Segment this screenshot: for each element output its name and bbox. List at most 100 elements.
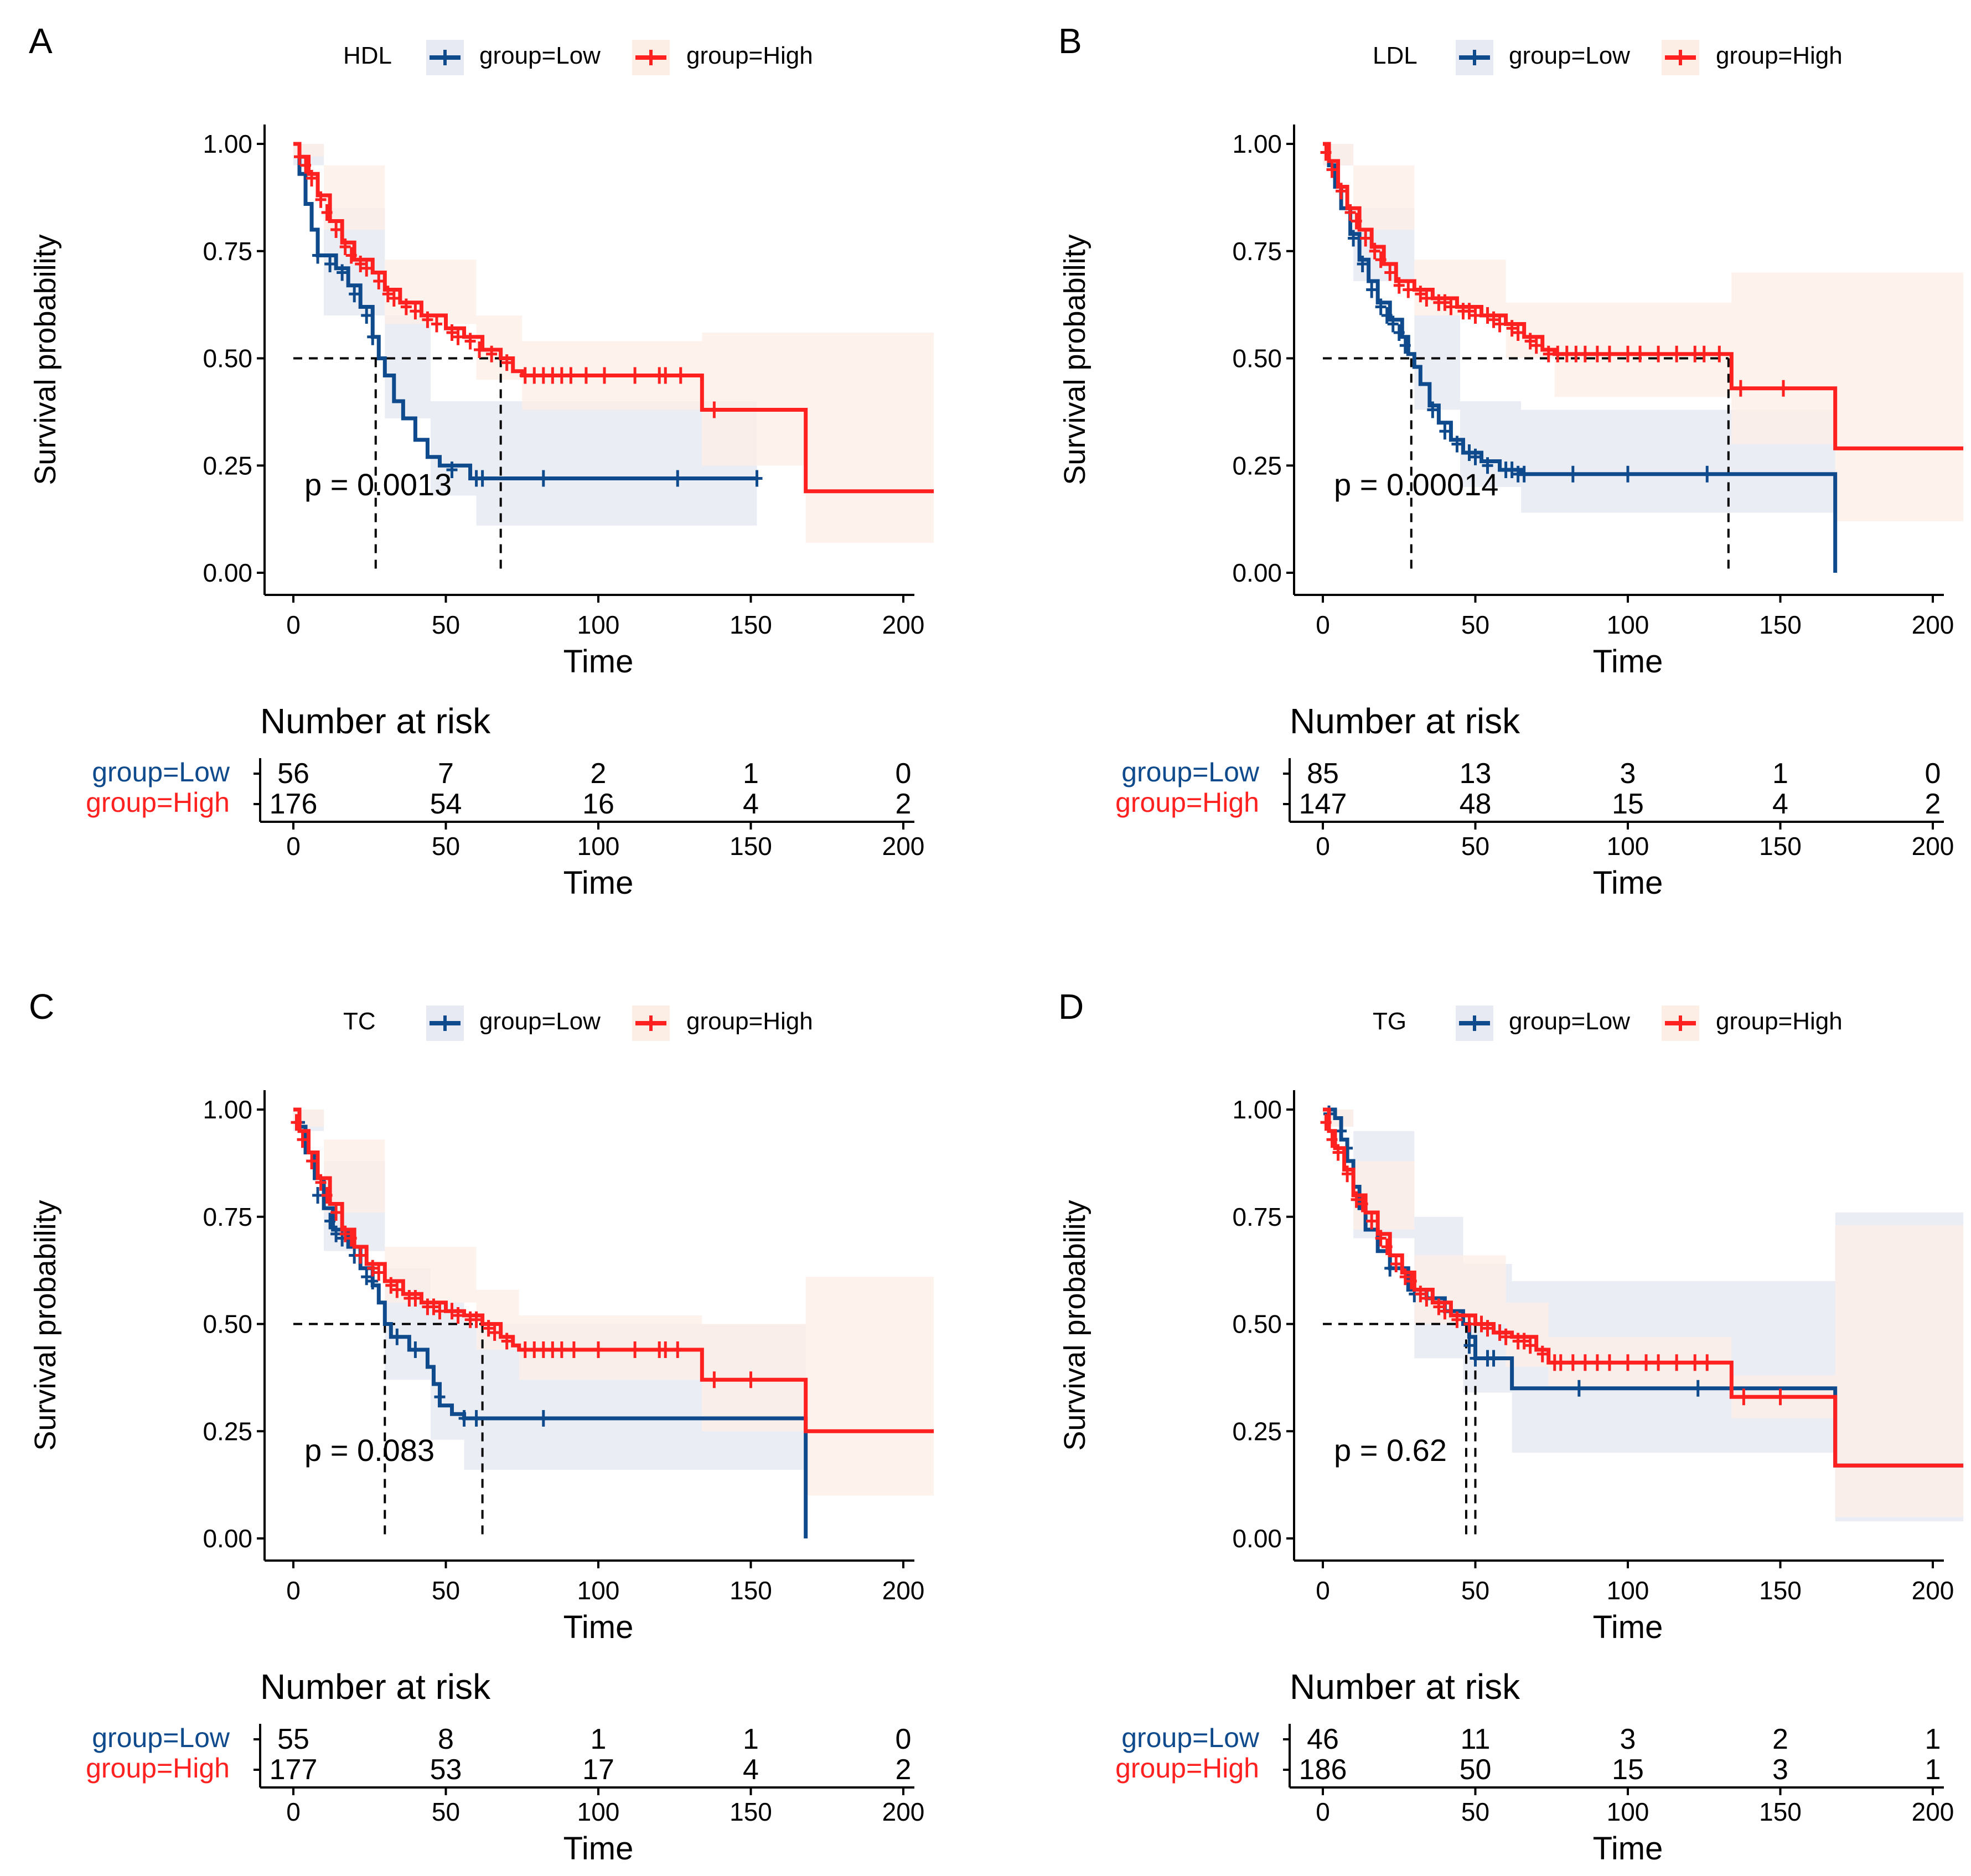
x-tick-label: 50 <box>1461 1576 1489 1605</box>
risk-x-tick-label: 0 <box>286 832 301 861</box>
risk-x-tick-label: 0 <box>1316 832 1330 861</box>
risk-x-tick-label: 50 <box>432 832 460 861</box>
risk-count-low: 8 <box>438 1723 454 1755</box>
risk-x-tick-label: 150 <box>1759 1797 1802 1826</box>
risk-count-high: 17 <box>582 1754 614 1786</box>
risk-count-low: 1 <box>743 1723 759 1755</box>
x-tick-label: 150 <box>730 1576 772 1605</box>
risk-count-high: 2 <box>896 1754 912 1786</box>
risk-row-label-low: group=Low <box>92 1722 230 1753</box>
x-tick-label: 100 <box>1607 610 1649 639</box>
high-confidence-band <box>1323 144 1964 521</box>
risk-x-tick-label: 0 <box>1316 1797 1330 1826</box>
risk-count-low: 2 <box>591 758 607 790</box>
x-tick-label: 0 <box>286 610 301 639</box>
y-tick-label: 0.25 <box>1232 451 1282 480</box>
y-axis-title: Survival probability <box>29 234 62 485</box>
y-tick-label: 0.25 <box>203 451 252 480</box>
legend-high-label: group=High <box>1716 42 1843 69</box>
risk-row-label-low: group=Low <box>1121 1722 1260 1753</box>
risk-x-axis-title: Time <box>563 1831 634 1867</box>
panel-letter: D <box>1058 987 1084 1027</box>
risk-x-tick-label: 150 <box>1759 832 1802 861</box>
risk-count-low: 0 <box>896 1723 912 1755</box>
risk-count-low: 1 <box>591 1723 607 1755</box>
legend-high-label: group=High <box>1716 1008 1843 1035</box>
legend-title: LDL <box>1373 42 1418 69</box>
risk-x-tick-label: 100 <box>577 1797 620 1826</box>
y-tick-label: 0.00 <box>1232 1524 1282 1553</box>
p-value-label: p = 0.083 <box>304 1433 434 1468</box>
y-tick-label: 0.00 <box>1232 558 1282 587</box>
risk-count-low: 1 <box>743 758 759 790</box>
y-tick-label: 1.00 <box>203 129 252 158</box>
x-tick-label: 50 <box>432 610 460 639</box>
legend-low-label: group=Low <box>1509 1008 1630 1035</box>
risk-count-high: 54 <box>430 788 462 820</box>
risk-count-low: 85 <box>1307 758 1339 790</box>
y-tick-label: 0.50 <box>1232 1310 1282 1339</box>
risk-count-low: 46 <box>1307 1723 1339 1755</box>
y-tick-label: 1.00 <box>1232 129 1282 158</box>
risk-count-low: 1 <box>1772 758 1788 790</box>
risk-x-tick-label: 50 <box>1461 832 1489 861</box>
y-tick-label: 0.50 <box>1232 344 1282 373</box>
legend: TG group=Low group=High <box>1373 1006 1843 1041</box>
risk-count-high: 15 <box>1612 1754 1644 1786</box>
legend: LDL group=Low group=High <box>1373 40 1843 75</box>
x-tick-label: 0 <box>286 1576 301 1605</box>
risk-row-label-low: group=Low <box>92 756 230 787</box>
risk-count-high: 2 <box>896 788 912 820</box>
y-tick-label: 0.25 <box>1232 1417 1282 1445</box>
risk-x-tick-label: 150 <box>730 1797 772 1826</box>
legend-high-label: group=High <box>686 1008 813 1035</box>
legend-title: TC <box>343 1008 376 1035</box>
risk-x-axis-title: Time <box>1593 865 1663 901</box>
y-tick-label: 0.75 <box>1232 1203 1282 1231</box>
y-tick-label: 1.00 <box>203 1095 252 1124</box>
panel-a: A HDL group=Low group=High0.000.250.500.751… <box>29 21 934 901</box>
risk-x-tick-label: 50 <box>432 1797 460 1826</box>
risk-count-low: 3 <box>1620 1723 1636 1755</box>
panel-letter: A <box>29 21 53 61</box>
risk-count-low: 2 <box>1772 1723 1788 1755</box>
risk-count-low: 11 <box>1461 1723 1491 1755</box>
y-tick-label: 0.25 <box>203 1417 252 1445</box>
low-confidence-band <box>293 144 757 526</box>
risk-count-low: 7 <box>438 758 454 790</box>
low-confidence-band <box>1323 144 1835 513</box>
low-survival-curve <box>293 1107 808 1538</box>
x-tick-label: 100 <box>577 1576 620 1605</box>
legend: TC group=Low group=High <box>343 1006 813 1041</box>
risk-row-label-low: group=Low <box>1121 756 1260 787</box>
risk-count-high: 177 <box>270 1754 318 1786</box>
legend-title: HDL <box>343 42 392 69</box>
high-confidence-band <box>293 144 934 543</box>
y-tick-label: 0.50 <box>203 1310 252 1339</box>
x-axis-title: Time <box>1593 644 1663 680</box>
x-axis-title: Time <box>563 644 634 680</box>
legend: HDL group=Low group=High <box>343 40 813 75</box>
x-tick-label: 50 <box>1461 610 1489 639</box>
risk-count-low: 0 <box>896 758 912 790</box>
legend-low-label: group=Low <box>479 1008 601 1035</box>
risk-count-high: 48 <box>1460 788 1492 820</box>
risk-count-high: 186 <box>1299 1754 1347 1786</box>
risk-table-title: Number at risk <box>1290 701 1520 741</box>
panel-letter: B <box>1058 21 1082 61</box>
risk-count-high: 147 <box>1299 788 1347 820</box>
risk-count-high: 15 <box>1612 788 1644 820</box>
risk-x-tick-label: 200 <box>882 1797 925 1826</box>
risk-x-tick-label: 100 <box>1607 832 1649 861</box>
panel-c: C TC group=Low group=High0.000.250.500.751.… <box>29 987 934 1867</box>
risk-count-high: 16 <box>582 788 614 820</box>
risk-count-high: 1 <box>1925 1754 1941 1786</box>
risk-x-tick-label: 0 <box>286 1797 301 1826</box>
y-axis-title: Survival probability <box>29 1200 62 1450</box>
y-axis-title: Survival probability <box>1058 1200 1091 1450</box>
legend-high-label: group=High <box>686 42 813 69</box>
legend-low-label: group=Low <box>1509 42 1630 69</box>
y-tick-label: 0.75 <box>203 1203 252 1231</box>
y-tick-label: 0.75 <box>203 237 252 266</box>
